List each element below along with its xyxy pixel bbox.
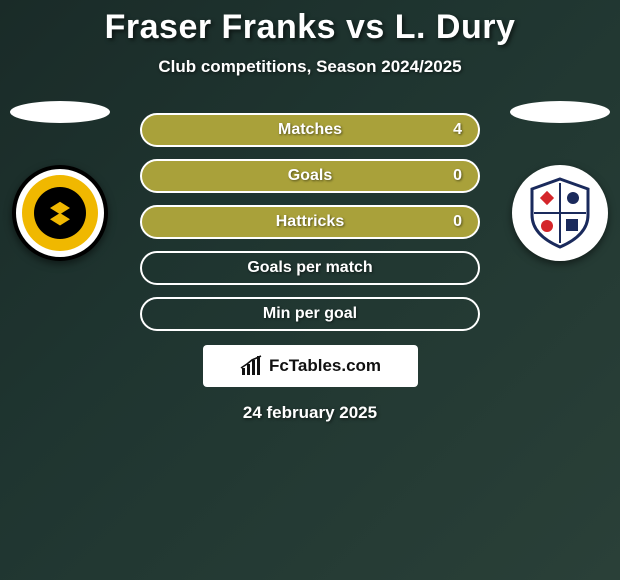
newport-county-badge (12, 165, 108, 261)
barrow-crest-icon (520, 173, 600, 253)
brand-box[interactable]: FcTables.com (203, 345, 418, 387)
stat-value: 4 (453, 121, 462, 139)
brand-text: FcTables.com (269, 356, 381, 376)
stat-label: Hattricks (276, 213, 344, 231)
stat-bar: Min per goal (140, 297, 480, 331)
subtitle: Club competitions, Season 2024/2025 (0, 57, 620, 77)
player-left (10, 101, 110, 261)
player-right (510, 101, 610, 261)
shield-chevron-icon (45, 198, 75, 228)
stat-label: Goals (288, 167, 332, 185)
stat-bar: Matches 4 (140, 113, 480, 147)
page-title: Fraser Franks vs L. Dury (0, 8, 620, 47)
stat-label: Min per goal (263, 305, 357, 323)
comparison-card: Fraser Franks vs L. Dury Club competitio… (0, 0, 620, 423)
stat-bar: Goals per match (140, 251, 480, 285)
date-text: 24 february 2025 (0, 403, 620, 423)
stat-value: 0 (453, 167, 462, 185)
player-avatar-left (10, 101, 110, 123)
stats-list: Matches 4 Goals 0 Hattricks 0 Goals per match M… (140, 113, 480, 331)
stat-bar: Hattricks 0 (140, 205, 480, 239)
stat-bar: Goals 0 (140, 159, 480, 193)
stat-label: Goals per match (247, 259, 372, 277)
stat-label: Matches (278, 121, 342, 139)
player-avatar-right (510, 101, 610, 123)
comparison-body: Matches 4 Goals 0 Hattricks 0 Goals per match M… (0, 113, 620, 423)
barrow-badge (512, 165, 608, 261)
bar-chart-icon (239, 354, 263, 378)
stat-value: 0 (453, 213, 462, 231)
